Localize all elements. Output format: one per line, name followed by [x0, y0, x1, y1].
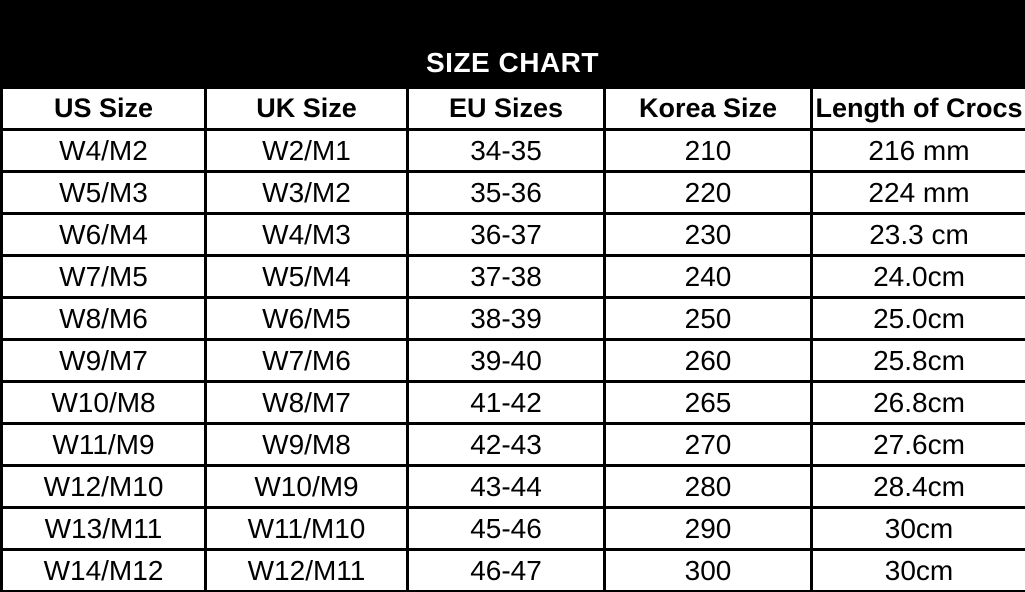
table-cell: 25.8cm	[810, 338, 1025, 383]
table-cell: 26.8cm	[810, 380, 1025, 425]
table-cell: 37-38	[406, 254, 606, 299]
column-header: EU Sizes	[406, 86, 606, 131]
table-cell: W6/M4	[0, 212, 207, 257]
table-cell: W5/M3	[0, 170, 207, 215]
table-cell: W3/M2	[204, 170, 409, 215]
table-cell: 39-40	[406, 338, 606, 383]
table-cell: 210	[603, 128, 813, 173]
table-row: W13/M11 W11/M10 45-46 290 30cm	[0, 506, 1025, 551]
table-cell: 30cm	[810, 548, 1025, 592]
table-row: W11/M9 W9/M8 42-43 270 27.6cm	[0, 422, 1025, 467]
table-cell: W8/M6	[0, 296, 207, 341]
table-row: W7/M5 W5/M4 37-38 240 24.0cm	[0, 254, 1025, 299]
table-cell: 270	[603, 422, 813, 467]
table-cell: W11/M9	[0, 422, 207, 467]
table-cell: W12/M11	[204, 548, 409, 592]
table-row: W14/M12 W12/M11 46-47 300 30cm	[0, 548, 1025, 592]
table-cell: 23.3 cm	[810, 212, 1025, 257]
table-cell: W9/M7	[0, 338, 207, 383]
table-cell: 224 mm	[810, 170, 1025, 215]
table-cell: W7/M5	[0, 254, 207, 299]
table-cell: W5/M4	[204, 254, 409, 299]
table-cell: W8/M7	[204, 380, 409, 425]
table-cell: 280	[603, 464, 813, 509]
table-body: W4/M2 W2/M1 34-35 210 216 mm W5/M3 W3/M2 35-36 2…	[0, 128, 1025, 592]
table-cell: 230	[603, 212, 813, 257]
table-cell: 30cm	[810, 506, 1025, 551]
column-header: US Size	[0, 86, 207, 131]
table-row: W6/M4 W4/M3 36-37 230 23.3 cm	[0, 212, 1025, 257]
table-header-row: US Size UK Size EU Sizes Korea Size Length o…	[0, 86, 1025, 131]
table-cell: W11/M10	[204, 506, 409, 551]
table-cell: W6/M5	[204, 296, 409, 341]
table-cell: 42-43	[406, 422, 606, 467]
table-cell: 38-39	[406, 296, 606, 341]
table-cell: W4/M2	[0, 128, 207, 173]
table-cell: 24.0cm	[810, 254, 1025, 299]
table-cell: 27.6cm	[810, 422, 1025, 467]
table-row: W9/M7 W7/M6 39-40 260 25.8cm	[0, 338, 1025, 383]
column-header: Korea Size	[603, 86, 813, 131]
table-cell: 41-42	[406, 380, 606, 425]
table-cell: 35-36	[406, 170, 606, 215]
table-row: W8/M6 W6/M5 38-39 250 25.0cm	[0, 296, 1025, 341]
size-table: US Size UK Size EU Sizes Korea Size Length o…	[0, 86, 1025, 592]
table-cell: W9/M8	[204, 422, 409, 467]
table-cell: W12/M10	[0, 464, 207, 509]
table-cell: W13/M11	[0, 506, 207, 551]
table-cell: W10/M9	[204, 464, 409, 509]
table-row: W12/M10 W10/M9 43-44 280 28.4cm	[0, 464, 1025, 509]
table-row: W5/M3 W3/M2 35-36 220 224 mm	[0, 170, 1025, 215]
table-cell: 36-37	[406, 212, 606, 257]
table-cell: 25.0cm	[810, 296, 1025, 341]
table-cell: W2/M1	[204, 128, 409, 173]
table-cell: W4/M3	[204, 212, 409, 257]
table-cell: 300	[603, 548, 813, 592]
table-cell: 216 mm	[810, 128, 1025, 173]
title-bar: SIZE CHART	[0, 0, 1025, 86]
table-cell: 250	[603, 296, 813, 341]
table-cell: W14/M12	[0, 548, 207, 592]
table-cell: 28.4cm	[810, 464, 1025, 509]
table-row: W10/M8 W8/M7 41-42 265 26.8cm	[0, 380, 1025, 425]
table-cell: 45-46	[406, 506, 606, 551]
table-cell: 290	[603, 506, 813, 551]
table-cell: 260	[603, 338, 813, 383]
table-cell: 265	[603, 380, 813, 425]
column-header: Length of Crocs	[810, 86, 1025, 131]
table-cell: 220	[603, 170, 813, 215]
table-cell: W7/M6	[204, 338, 409, 383]
table-cell: 43-44	[406, 464, 606, 509]
table-cell: 240	[603, 254, 813, 299]
page-title: SIZE CHART	[426, 47, 599, 78]
column-header: UK Size	[204, 86, 409, 131]
table-row: W4/M2 W2/M1 34-35 210 216 mm	[0, 128, 1025, 173]
table-cell: 34-35	[406, 128, 606, 173]
table-cell: W10/M8	[0, 380, 207, 425]
table-cell: 46-47	[406, 548, 606, 592]
